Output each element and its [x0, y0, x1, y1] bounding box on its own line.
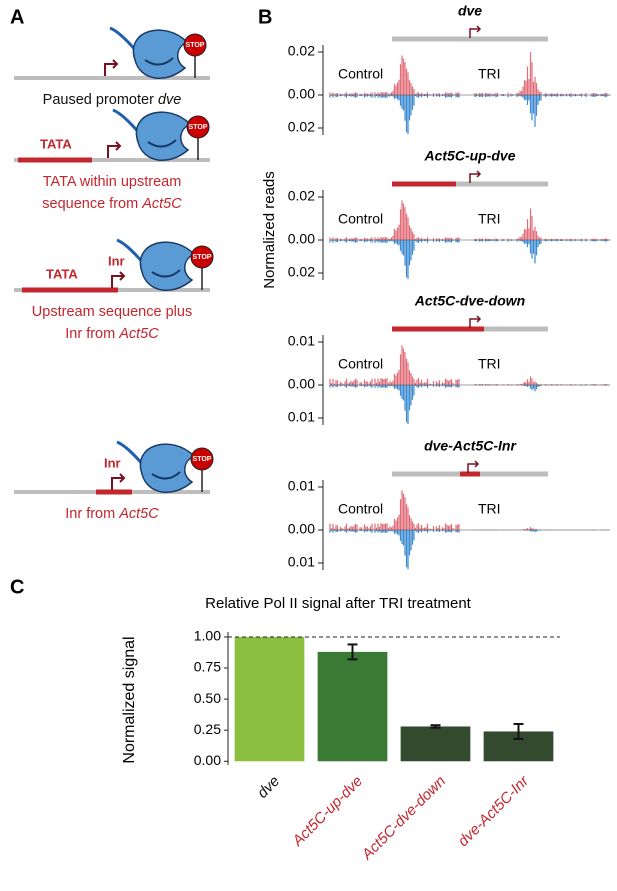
tick-label: 0.00 — [288, 521, 315, 537]
condition-label: TRI — [478, 356, 501, 372]
stop-label: STOP — [186, 42, 205, 49]
y-tick-label: 0.75 — [194, 659, 221, 675]
description-part: dve — [158, 92, 181, 108]
stop-sign — [190, 245, 214, 269]
description: Paused promoter dve — [43, 92, 182, 108]
tick-label: 0.00 — [288, 376, 315, 392]
tata-label: TATA — [40, 136, 72, 151]
tata-label: TATA — [46, 266, 78, 281]
tick-label: 0.00 — [288, 231, 315, 247]
tss-arrow — [469, 315, 482, 328]
tick-label: 0.01 — [288, 409, 315, 425]
inr-label: Inr — [104, 455, 121, 470]
y-axis-label: Normalized reads — [261, 171, 278, 289]
condition-label: TRI — [478, 501, 501, 517]
signal-trace — [329, 530, 460, 570]
pol-ii-channel — [151, 471, 181, 480]
x-tick-label: dve — [254, 773, 283, 802]
description-part: Inr from — [65, 506, 119, 522]
tick-label: 0.02 — [288, 119, 315, 135]
stop-sign — [183, 33, 207, 57]
panel-letter: C — [10, 576, 24, 598]
description-part: sequence from — [42, 196, 142, 212]
y-tick-label: 0.25 — [194, 721, 221, 737]
description-part: Upstream sequence plus — [32, 304, 192, 320]
panel-letter: B — [258, 6, 272, 28]
signal-trace — [329, 240, 460, 280]
tss-arrow — [107, 141, 122, 158]
description-part: Act5C — [118, 506, 159, 522]
tick-label: 0.01 — [288, 333, 315, 349]
stop-label: STOP — [189, 124, 208, 131]
description-part: Act5C — [141, 196, 182, 212]
signal-trace — [329, 385, 460, 425]
pol-ii — [132, 29, 189, 79]
tick-label: 0.01 — [288, 478, 315, 494]
tss-arrow — [104, 59, 119, 76]
x-tick-label: Act5C-dve-down — [358, 773, 449, 864]
condition-label: Control — [338, 211, 383, 227]
pol-ii-channel — [144, 57, 174, 66]
pol-ii-channel — [147, 139, 177, 148]
x-tick-label: dve-Act5C-Inr — [455, 772, 533, 850]
y-tick-label: 0.50 — [194, 690, 221, 706]
signal-trace — [474, 530, 611, 533]
track-title: dve-Act5C-Inr — [424, 438, 517, 454]
stop-sign — [186, 115, 210, 139]
condition-label: Control — [338, 501, 383, 517]
condition-label: TRI — [478, 66, 501, 82]
tick-label: 0.02 — [288, 188, 315, 204]
signal-trace — [474, 240, 611, 264]
tick-label: 0.02 — [288, 43, 315, 59]
stop-sign — [190, 447, 214, 471]
description: Upstream sequence plus Inr from Act5C — [32, 304, 192, 342]
tss-arrow — [469, 25, 482, 38]
signal-trace — [474, 527, 611, 530]
bar — [234, 636, 305, 762]
stop-label: STOP — [193, 456, 212, 463]
bar — [317, 651, 388, 762]
signal-trace — [474, 385, 611, 392]
track-title: Act5C-up-dve — [423, 148, 515, 164]
y-tick-label: 0.00 — [194, 752, 221, 768]
y-tick-label: 1.00 — [194, 628, 221, 644]
x-tick-label: Act5C-up-dve — [289, 773, 367, 851]
pol-ii — [135, 111, 192, 161]
y-axis-label: Normalized signal — [121, 636, 138, 763]
pol-ii — [139, 443, 196, 493]
tick-label: 0.00 — [288, 86, 315, 102]
condition-label: TRI — [478, 211, 501, 227]
panel-letter: A — [10, 6, 24, 28]
signal-trace — [474, 376, 611, 385]
tick-label: 0.02 — [288, 264, 315, 280]
description-part: Inr from — [65, 326, 119, 342]
tick-label: 0.01 — [288, 554, 315, 570]
description: TATA within upstream sequence from Act5C — [42, 174, 182, 212]
chart-title: Relative Pol II signal after TRI treatme… — [205, 595, 472, 612]
stop-label: STOP — [193, 254, 212, 261]
condition-label: Control — [338, 66, 383, 82]
pol-ii — [139, 241, 196, 291]
signal-trace — [474, 95, 611, 127]
signal-trace — [329, 95, 460, 135]
description-part: Paused promoter — [43, 92, 158, 108]
description-part: Act5C — [118, 326, 159, 342]
tss-arrow — [467, 460, 480, 473]
bar — [400, 726, 471, 762]
track-title: dve — [458, 3, 482, 19]
tss-arrow — [111, 271, 126, 288]
inr-label: Inr — [108, 253, 125, 268]
condition-label: Control — [338, 356, 383, 372]
pol-ii-channel — [151, 269, 181, 278]
description: Inr from Act5C — [65, 506, 159, 522]
tss-arrow — [111, 473, 126, 490]
track-title: Act5C-dve-down — [414, 293, 525, 309]
tss-arrow — [469, 170, 482, 183]
description-part: TATA within upstream — [43, 174, 182, 190]
